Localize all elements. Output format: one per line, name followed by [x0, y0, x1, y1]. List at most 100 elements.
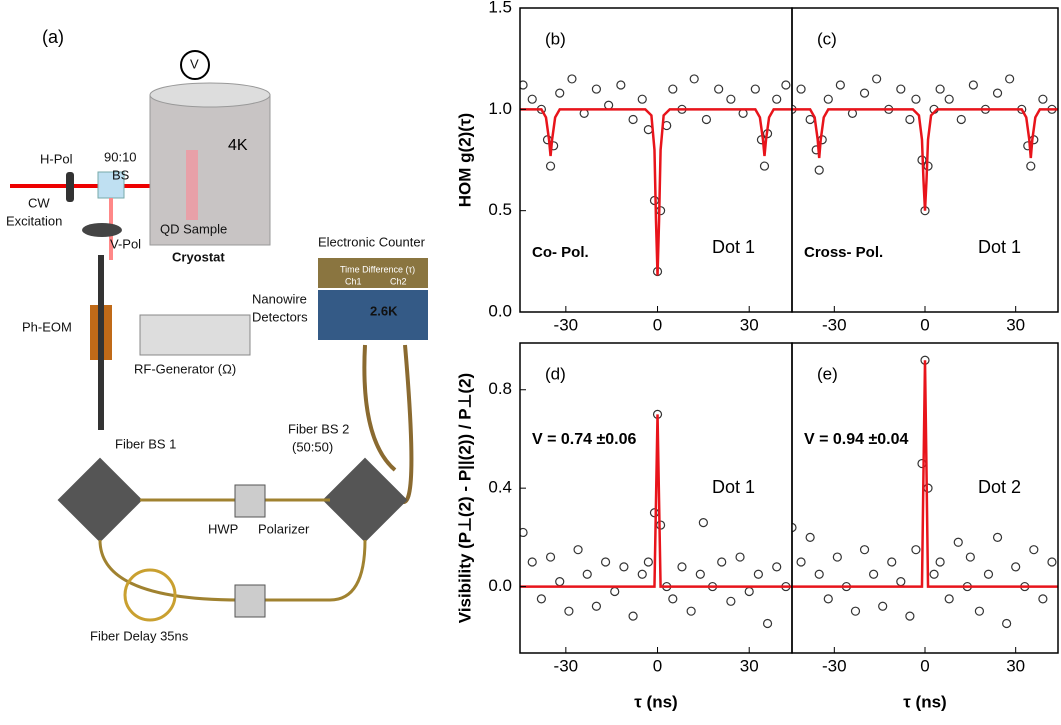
data-point [753, 569, 763, 579]
data-point [944, 94, 954, 104]
data-point [750, 84, 760, 94]
annotation: (d) [545, 364, 566, 383]
data-point [759, 161, 770, 171]
data-point [600, 557, 611, 567]
data-point [616, 80, 626, 90]
data-point [832, 552, 842, 562]
x-tick-label: 0 [653, 656, 662, 675]
data-point [965, 552, 975, 562]
x-tick-label: 30 [1006, 315, 1025, 334]
data-point [1026, 161, 1036, 171]
fiber [98, 498, 367, 602]
label: 4K [228, 137, 248, 154]
data-point [555, 88, 565, 98]
data-point [555, 577, 565, 587]
data-point [796, 557, 806, 567]
data-point [610, 586, 620, 597]
data-point [781, 80, 791, 90]
data-point [701, 114, 712, 125]
data-point [983, 569, 994, 579]
label: Electronic Counter [318, 234, 426, 249]
data-point [814, 569, 824, 579]
label: Cryostat [172, 249, 225, 264]
y-tick-label: 1.5 [488, 0, 512, 16]
label: Nanowire [252, 291, 307, 306]
data-point [536, 594, 546, 604]
data-point [643, 557, 653, 567]
data-point [992, 88, 1003, 98]
y-axis-label: Visibility (P⊥(2) - P||(2)) / P⊥(2) [455, 373, 474, 623]
data-point [619, 562, 629, 572]
data-point [726, 596, 736, 606]
data-point [726, 94, 736, 104]
data-point [968, 80, 978, 90]
data-point [872, 74, 882, 84]
fit-line [792, 108, 1058, 211]
label: V-Pol [110, 236, 141, 251]
data-point [953, 537, 963, 547]
data-point [859, 88, 870, 98]
data-point [911, 94, 921, 104]
fiber-bs-1 [57, 457, 143, 543]
data-point [859, 545, 870, 555]
data-point [567, 74, 577, 84]
x-tick-label: -30 [822, 315, 847, 334]
hwp-polarizer [234, 484, 266, 518]
x-tick-label: 30 [740, 656, 759, 675]
data-point [896, 84, 906, 94]
data-point [520, 80, 528, 90]
x-tick-label: -30 [554, 315, 579, 334]
data-point [527, 557, 537, 567]
data-point [1011, 562, 1021, 572]
data-point [1038, 94, 1048, 104]
fiber-bs-2 [322, 457, 408, 543]
data-point [796, 84, 806, 94]
h-pol [66, 172, 74, 202]
voltmeter [180, 50, 210, 80]
data-point [835, 80, 845, 90]
y-axis-label: HOM g(2)(τ) [455, 113, 474, 207]
data-point [956, 114, 966, 125]
data-point [944, 594, 954, 604]
data-point [628, 611, 638, 621]
cryostat-top [149, 82, 271, 108]
v-pol [82, 223, 122, 237]
label: Ch1 [345, 276, 362, 286]
rf-generator [139, 314, 251, 356]
label: CW [28, 195, 50, 210]
data-point [974, 606, 985, 616]
annotation: Dot 1 [712, 237, 755, 257]
data-point [649, 508, 660, 518]
data-point [992, 532, 1003, 542]
data-point [582, 569, 592, 579]
data-point [714, 84, 724, 94]
data-point [591, 84, 602, 94]
data-point [792, 522, 797, 533]
data-point [929, 569, 939, 579]
data-point [573, 545, 583, 555]
data-point [911, 545, 921, 555]
setup-diagram: (a) H-Pol 90:10 BS CW Excitation V-Pol 4… [6, 27, 428, 643]
data-point [668, 84, 678, 94]
annotation: Cross- Pol. [804, 244, 883, 261]
fit-line [520, 108, 792, 276]
data-point [735, 552, 745, 562]
x-axis-label: τ (ns) [634, 692, 677, 711]
data-point [772, 94, 782, 104]
data-point [1029, 545, 1039, 555]
y-tick-label: 0.0 [488, 576, 512, 595]
data-point [698, 518, 708, 528]
data-point [668, 594, 678, 604]
data-point [604, 100, 614, 110]
annotation: (e) [817, 364, 838, 383]
data-point [744, 586, 754, 597]
label: Ph-EOM [22, 319, 72, 334]
plot [520, 74, 792, 277]
label: V [190, 56, 199, 71]
x-tick-label: 0 [920, 315, 929, 334]
label: Fiber Delay 35ns [90, 628, 189, 643]
data-point [628, 114, 638, 125]
data-point [738, 108, 748, 118]
